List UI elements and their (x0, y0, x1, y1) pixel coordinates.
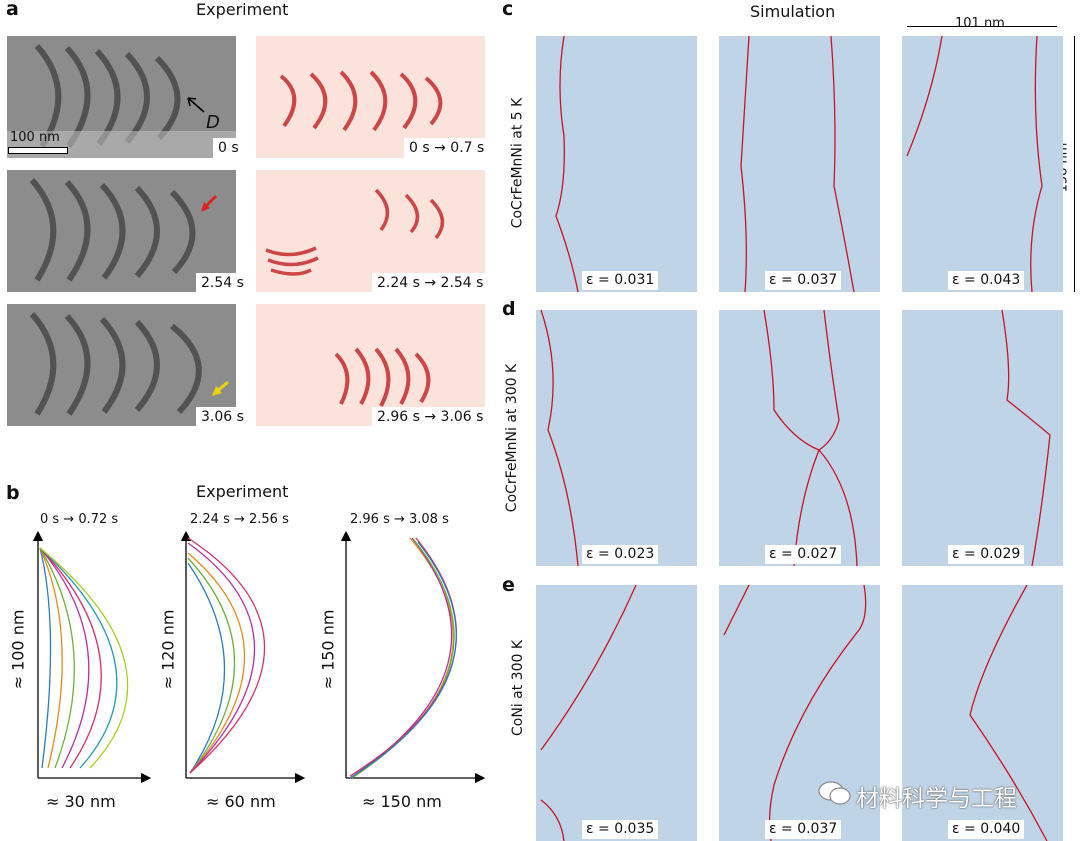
tem-image-2.54s (7, 170, 236, 292)
width-bar (907, 26, 1057, 27)
tem-image-0s (7, 36, 236, 158)
diff-time-label: 2.96 s → 3.06 s (372, 407, 489, 427)
x-axis-label: ≈ 150 nm (362, 792, 442, 811)
tem-time-label: 3.06 s (196, 407, 249, 427)
tem-time-label: 0 s (213, 138, 244, 158)
wechat-icon (818, 780, 851, 805)
diff-time-label: 2.24 s → 2.54 s (372, 273, 489, 293)
panel-e-label: e (502, 574, 515, 596)
range-label: 2.24 s → 2.56 s (190, 512, 289, 527)
strain-label: ε = 0.037 (765, 271, 842, 290)
sim-frame: ε = 0.040 (902, 585, 1063, 841)
sim-frame: ε = 0.037 (719, 36, 880, 292)
yellow-arrow-icon (212, 380, 229, 396)
dislocation-marker-label: D (206, 112, 220, 133)
dislocation-arrow-icon (187, 97, 205, 113)
trace-plots (32, 530, 486, 784)
strain-label: ε = 0.043 (948, 271, 1025, 290)
sim-frame: ε = 0.031 (536, 36, 697, 292)
y-axis-label: ≈ 100 nm (8, 609, 28, 690)
strain-label: ε = 0.023 (582, 545, 659, 564)
height-bar (1074, 36, 1075, 292)
scale-bar-label: 100 nm (10, 130, 60, 145)
tem-image-3.06s (7, 304, 236, 426)
strain-label: ε = 0.031 (582, 271, 659, 290)
sim-frame: ε = 0.037 (719, 585, 880, 841)
row-label-c: CoCrFeMnNi at 5 K (509, 97, 526, 229)
sim-frame: ε = 0.023 (536, 310, 697, 566)
x-axis-label: ≈ 60 nm (206, 792, 276, 811)
sim-frame: ε = 0.035 (536, 585, 697, 841)
y-axis-label: ≈ 150 nm (318, 609, 338, 690)
red-arrow-icon (201, 194, 218, 212)
scale-bar (8, 147, 68, 154)
row-label-e: CoNi at 300 K (510, 639, 527, 737)
panel-d-label: d (502, 298, 516, 320)
panel-a-header: Experiment (196, 0, 289, 19)
sim-frame: ε = 0.027 (719, 310, 880, 566)
sim-frame: ε = 0.029 (902, 310, 1063, 566)
range-label: 0 s → 0.72 s (40, 512, 119, 527)
tem-time-label: 2.54 s (196, 273, 249, 293)
panel-c-label: c (502, 0, 514, 20)
diff-image-1 (256, 36, 485, 158)
diff-time-label: 0 s → 0.7 s (404, 138, 490, 158)
diff-image-3 (256, 304, 485, 426)
sim-frame: ε = 0.043 (902, 36, 1063, 292)
strain-label: ε = 0.027 (765, 545, 842, 564)
strain-label: ε = 0.037 (765, 820, 842, 839)
row-label-d: CoCrFeMnNi at 300 K (504, 363, 521, 513)
panel-b-label: b (6, 482, 20, 504)
range-label: 2.96 s → 3.08 s (350, 512, 449, 527)
y-axis-label: ≈ 120 nm (158, 609, 178, 690)
panel-c-header: Simulation (750, 2, 836, 21)
strain-label: ε = 0.035 (582, 820, 659, 839)
x-axis-label: ≈ 30 nm (46, 792, 116, 811)
panel-a-label: a (6, 0, 19, 20)
strain-label: ε = 0.029 (948, 545, 1025, 564)
panel-b-header: Experiment (196, 482, 289, 501)
diff-image-2 (256, 170, 485, 292)
width-label: 101 nm (955, 16, 1005, 31)
watermark-text: 材料科学与工程 (856, 786, 1017, 812)
strain-label: ε = 0.040 (948, 820, 1025, 839)
